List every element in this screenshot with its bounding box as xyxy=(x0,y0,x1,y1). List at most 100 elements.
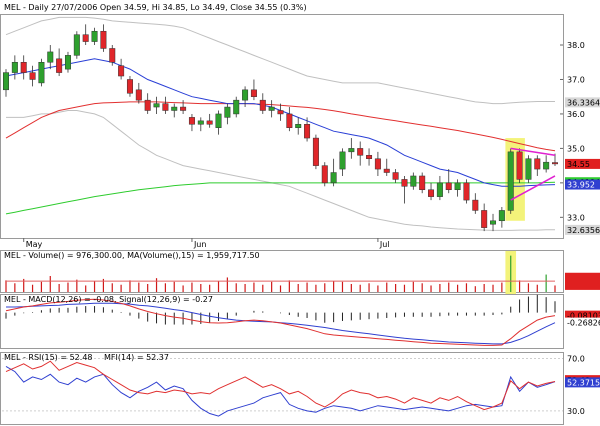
candle-down xyxy=(56,58,63,73)
candle-down xyxy=(162,103,169,111)
price-value-tag-bg xyxy=(565,224,600,235)
candle-up xyxy=(490,220,497,225)
candle-up xyxy=(171,106,178,111)
volume-panel xyxy=(0,250,600,303)
rsi-value-tag: 52.3715 xyxy=(567,378,600,387)
candle-up xyxy=(454,182,461,191)
rsi-value-tag-bg xyxy=(565,377,600,388)
candle-up xyxy=(330,172,337,184)
volume-tag-vol xyxy=(565,281,600,290)
candle-down xyxy=(534,158,541,170)
candle-down xyxy=(321,165,328,184)
candle-up xyxy=(525,158,532,180)
volume-legend: MEL - Volume() = 976,300.00, MA(Volume()… xyxy=(4,251,260,260)
macd-value-tag: -0.268262 xyxy=(567,319,600,328)
price-value-tag-bg xyxy=(565,158,600,169)
rsi-line xyxy=(5,360,556,411)
candle-down xyxy=(144,99,151,111)
rsi-ytick-label: 30.0 xyxy=(567,407,585,416)
price-value-tag: 32.6356 xyxy=(567,226,600,235)
candle-up xyxy=(242,89,249,101)
candle-down xyxy=(20,61,27,73)
price-ytick-label: 38.0 xyxy=(567,41,585,50)
candle-down xyxy=(259,99,266,111)
candle-down xyxy=(135,89,142,101)
candle-up xyxy=(11,61,18,73)
candle-down xyxy=(312,137,319,166)
mfi-line xyxy=(5,365,556,417)
trendline-lower xyxy=(510,175,556,201)
candle-up xyxy=(436,182,443,197)
macd-value-tag: -0.08103 xyxy=(567,312,600,321)
candle-up xyxy=(543,161,550,170)
bollinger-upper-line xyxy=(5,16,555,105)
candle-up xyxy=(153,103,160,108)
rsi-frame xyxy=(0,352,564,425)
price-panel: 38.037.036.035.034.033.036.336434.5534.0… xyxy=(0,14,600,249)
candle-down xyxy=(109,48,116,63)
candle-down xyxy=(126,79,133,94)
candle-down xyxy=(188,117,195,125)
month-label: May xyxy=(26,240,43,249)
volume-tag-ma xyxy=(565,272,600,283)
mfi-legend: MFI(14) = 52.37 xyxy=(104,353,169,362)
candle-up xyxy=(38,61,45,84)
candle-down xyxy=(206,120,213,125)
macd-line xyxy=(5,298,556,346)
price-value-tag-bg xyxy=(565,179,600,190)
candle-down xyxy=(383,168,390,173)
price-value-tag: 34.55 xyxy=(567,160,590,169)
price-value-tag: 36.3364 xyxy=(567,98,600,107)
candle-up xyxy=(91,30,98,42)
candle-down xyxy=(472,199,479,211)
candle-down xyxy=(304,124,311,139)
candle-up xyxy=(268,106,275,111)
candle-down xyxy=(366,155,373,159)
candle-down xyxy=(552,162,558,165)
chart-header: MEL - Daily 27/07/2006 Open 34.59, Hi 34… xyxy=(4,3,307,12)
month-label: Jul xyxy=(379,240,390,249)
price-value-tag: 33.952 xyxy=(567,181,595,190)
candle-up xyxy=(233,99,240,115)
candle-down xyxy=(428,189,435,197)
candle-up xyxy=(507,151,514,211)
candle-down xyxy=(419,175,426,191)
candle-down xyxy=(277,110,284,115)
candle-down xyxy=(250,89,257,97)
candle-down xyxy=(29,72,36,80)
candle-up xyxy=(197,120,204,125)
candle-up xyxy=(498,210,505,222)
macd-value-tag-bg xyxy=(565,317,600,328)
macd-panel: -0.08103-0.268262 xyxy=(0,294,600,349)
candle-up xyxy=(339,151,346,170)
candle-down xyxy=(401,179,408,187)
candle-down xyxy=(516,151,523,180)
price-ytick-label: 33.0 xyxy=(567,213,585,222)
candle-down xyxy=(286,113,293,128)
candle-down xyxy=(118,65,125,77)
candle-up xyxy=(215,113,222,128)
price-value-tag-bg xyxy=(565,97,600,108)
candle-down xyxy=(357,148,364,156)
candle-down xyxy=(481,210,488,228)
bollinger-lower-line xyxy=(6,110,555,231)
price-frame xyxy=(0,14,564,239)
candle-up xyxy=(410,175,417,187)
rsi-legend: MEL - RSI(15) = 52.48 xyxy=(4,353,93,362)
price-ytick-label: 35.0 xyxy=(567,144,585,153)
candle-down xyxy=(82,34,89,42)
month-label: Jun xyxy=(193,240,207,249)
candle-down xyxy=(392,172,399,180)
macd-value-tag-bg xyxy=(565,310,600,321)
candle-down xyxy=(463,182,470,201)
rsi-panel: 70.030.052.4852.3715 xyxy=(0,352,600,425)
candle-up xyxy=(348,148,355,153)
candle-up xyxy=(295,124,302,128)
candle-down xyxy=(445,182,452,191)
candle-down xyxy=(180,106,187,111)
candle-up xyxy=(64,55,71,70)
candle-up xyxy=(224,106,231,118)
rsi-ytick-label: 70.0 xyxy=(567,355,585,364)
